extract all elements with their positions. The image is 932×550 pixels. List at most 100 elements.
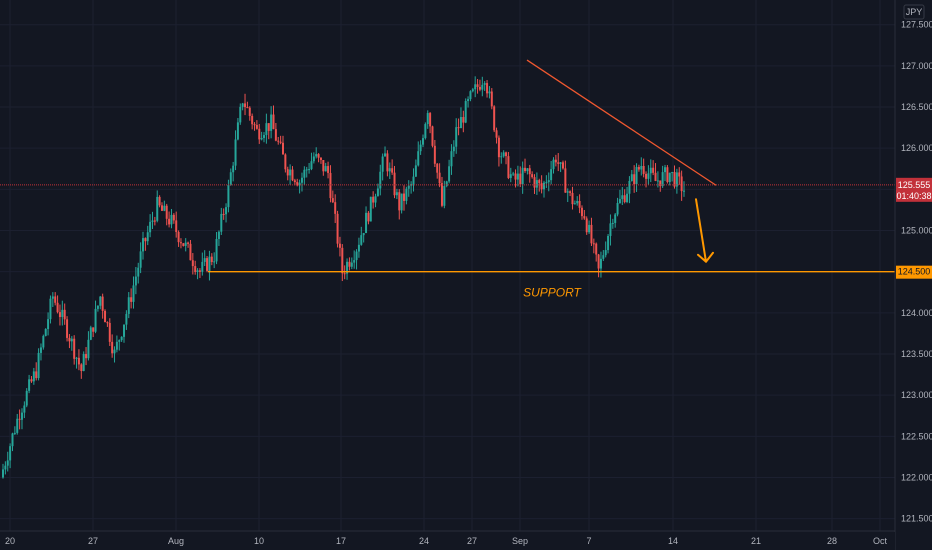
candle-body	[127, 297, 130, 314]
candle-body	[500, 156, 503, 158]
candle-body	[374, 196, 377, 203]
candle-body	[189, 243, 192, 261]
candle-body	[673, 172, 676, 187]
candle-body	[683, 190, 685, 192]
candle-body	[386, 153, 389, 172]
candle-body	[198, 270, 201, 272]
time-tick-label: 10	[254, 536, 264, 546]
candle-body	[623, 195, 626, 203]
support-price-tag	[896, 265, 932, 279]
candle-body	[426, 113, 429, 125]
candle-body	[569, 191, 572, 193]
candle-body	[101, 296, 104, 311]
candle-body	[77, 357, 80, 365]
candle-body	[23, 405, 26, 413]
candle-body	[158, 196, 161, 206]
candle-body	[376, 188, 379, 197]
candle-body	[668, 172, 671, 183]
candle-body	[414, 165, 417, 177]
time-tick-label: Oct	[873, 536, 888, 546]
candle-body	[353, 260, 356, 263]
candle-body	[502, 152, 505, 157]
candle-body	[315, 154, 318, 157]
time-tick-label: 27	[467, 536, 477, 546]
candle-body	[37, 352, 40, 379]
candle-body	[583, 216, 586, 219]
candle-body	[111, 341, 114, 354]
time-axis[interactable]	[0, 532, 895, 550]
candle-body	[20, 412, 23, 420]
candle-body	[251, 115, 254, 125]
time-tick-label: Aug	[168, 536, 184, 546]
candle-body	[106, 322, 109, 324]
candle-body	[54, 296, 57, 303]
candle-body	[286, 169, 289, 176]
candle-body	[630, 174, 633, 181]
candle-body	[175, 220, 178, 233]
candle-body	[626, 193, 629, 203]
candle-body	[160, 205, 163, 211]
time-tick-label: 14	[668, 536, 678, 546]
candle-body	[398, 192, 401, 211]
candle-body	[488, 91, 491, 94]
candle-body	[474, 84, 477, 90]
candle-body	[234, 139, 237, 166]
candle-body	[39, 347, 42, 353]
candle-body	[597, 254, 600, 269]
candle-body	[18, 418, 21, 420]
candle-body	[56, 302, 59, 313]
candle-body	[448, 166, 451, 182]
time-tick-label: 7	[586, 536, 591, 546]
support-price-value: 124.500	[898, 267, 931, 277]
candle-body	[265, 123, 268, 136]
currency-badge-frame	[903, 4, 925, 20]
candle-body	[331, 198, 334, 203]
candle-body	[208, 256, 211, 271]
candle-body	[495, 130, 498, 138]
candle-body	[289, 169, 292, 176]
candle-body	[417, 151, 420, 166]
candle-body	[493, 106, 496, 131]
candle-body	[2, 469, 4, 478]
candle-body	[654, 172, 657, 181]
candle-body	[85, 354, 88, 359]
candle-body	[666, 167, 669, 183]
time-tick-label: 24	[419, 536, 429, 546]
candle-body	[274, 129, 277, 141]
candle-body	[4, 465, 7, 470]
candles	[2, 76, 685, 479]
candle-body	[68, 337, 71, 342]
candle-body	[267, 123, 270, 131]
candle-body	[104, 310, 107, 323]
candle-body	[134, 276, 137, 286]
candle-body	[32, 371, 35, 382]
candle-body	[483, 83, 486, 85]
down-arrow[interactable]	[695, 198, 714, 263]
candle-body	[526, 168, 529, 172]
trend-line[interactable]	[526, 59, 717, 186]
candle-body	[481, 84, 484, 90]
current-price-tag	[896, 177, 932, 202]
candle-body	[557, 162, 560, 164]
candle-body	[381, 156, 384, 172]
candle-body	[538, 180, 541, 184]
candle-body	[144, 238, 147, 242]
candle-body	[303, 169, 306, 178]
candle-body	[410, 184, 413, 186]
candle-body	[419, 144, 422, 152]
candle-body	[571, 192, 574, 205]
candle-body	[184, 242, 187, 246]
candle-body	[263, 135, 266, 138]
candle-body	[260, 137, 263, 140]
candle-body	[391, 168, 394, 173]
candle-body	[452, 146, 455, 152]
candle-body	[540, 183, 543, 190]
candle-body	[573, 203, 576, 205]
candle-body	[187, 242, 190, 244]
candle-body	[220, 213, 223, 232]
candle-body	[561, 162, 564, 169]
candle-body	[156, 196, 159, 221]
candle-body	[80, 364, 83, 372]
candle-body	[509, 174, 512, 178]
